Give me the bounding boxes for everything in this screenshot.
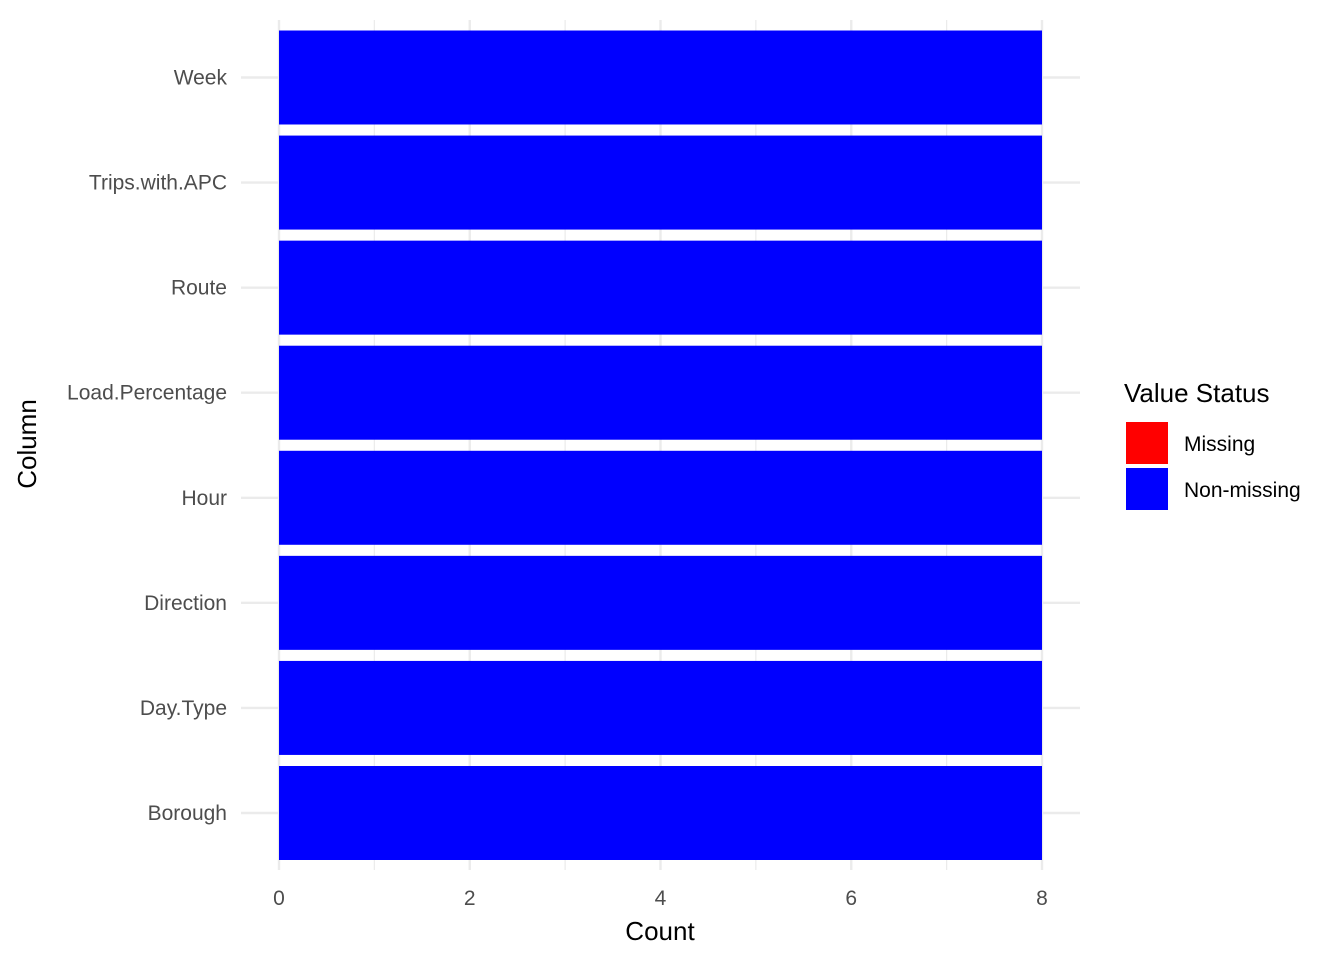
x-axis-tick-labels: 0 2 4 6 8	[273, 887, 1048, 910]
y-tick-label: Borough	[148, 802, 227, 825]
y-tick-label: Week	[174, 67, 228, 90]
x-tick-label: 6	[845, 887, 857, 910]
x-tick-label: 0	[273, 887, 285, 910]
y-tick-label: Hour	[181, 487, 227, 510]
bar-non-missing	[279, 450, 1042, 545]
x-tick-label: 2	[464, 887, 476, 910]
y-tick-label: Day.Type	[140, 697, 227, 720]
legend: Value Status Missing Non-missing	[1124, 378, 1301, 510]
y-axis-title: Column	[12, 399, 42, 489]
x-axis-title: Count	[625, 916, 695, 946]
legend-title: Value Status	[1124, 378, 1270, 408]
bar-non-missing	[279, 766, 1042, 860]
y-tick-label: Load.Percentage	[67, 382, 227, 405]
bar-non-missing	[279, 135, 1042, 230]
y-axis-tick-labels: Week Trips.with.APC Route Load.Percentage Ho…	[67, 67, 227, 826]
y-tick-label: Direction	[144, 592, 227, 615]
x-tick-label: 4	[655, 887, 667, 910]
y-tick-label: Route	[171, 277, 227, 300]
bars	[279, 30, 1042, 860]
legend-key-non-missing	[1126, 468, 1168, 510]
bar-non-missing	[279, 555, 1042, 650]
legend-label: Missing	[1184, 433, 1255, 456]
bar-non-missing	[279, 660, 1042, 755]
legend-key-missing	[1126, 422, 1168, 464]
bar-non-missing	[279, 345, 1042, 440]
y-tick-label: Trips.with.APC	[89, 172, 227, 195]
bar-non-missing	[279, 30, 1042, 125]
legend-label: Non-missing	[1184, 479, 1301, 502]
x-tick-label: 8	[1036, 887, 1048, 910]
bar-non-missing	[279, 240, 1042, 335]
